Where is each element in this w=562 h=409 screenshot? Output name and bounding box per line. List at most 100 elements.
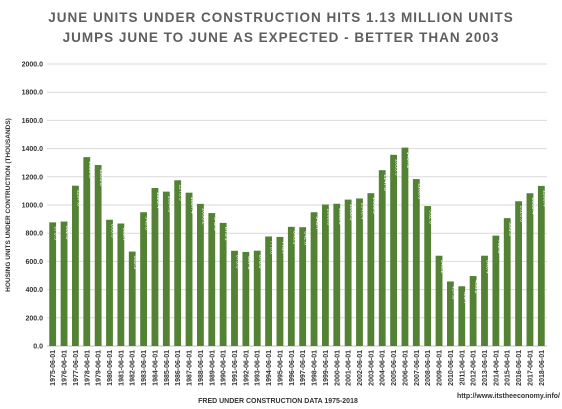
x-tick-label: 1981-06-01 xyxy=(118,350,125,386)
bar xyxy=(117,223,125,346)
x-tick-label: 2013-06-01 xyxy=(482,350,489,386)
source-url: http://www.itstheeconomy.info/ xyxy=(457,393,560,400)
bar xyxy=(106,219,113,346)
bar xyxy=(390,154,397,346)
bar xyxy=(503,218,511,346)
bar xyxy=(447,281,454,346)
bar xyxy=(401,147,409,346)
x-tick-label: 2014-06-01 xyxy=(493,350,500,386)
x-tick-label: 2012-06-01 xyxy=(471,350,478,386)
x-tick-label: 1987-06-01 xyxy=(187,350,194,386)
data-label: 1137.0 xyxy=(75,190,81,206)
bar xyxy=(242,251,250,346)
data-label: 1026.6 xyxy=(519,205,525,222)
x-tick-label: 1994-06-01 xyxy=(266,350,273,386)
bar xyxy=(424,206,432,346)
data-label: 942.9 xyxy=(212,217,218,231)
bar xyxy=(458,286,466,346)
x-tick-label: 2018-06-01 xyxy=(539,350,546,386)
data-label: 948.8 xyxy=(144,216,150,230)
bar xyxy=(231,250,238,346)
data-label: 1038.3 xyxy=(348,204,354,221)
bar xyxy=(197,203,204,346)
data-label: 640.4 xyxy=(485,260,491,274)
x-tick-label: 1991-06-01 xyxy=(232,350,239,386)
bar xyxy=(287,226,295,346)
x-tick-label: 1977-06-01 xyxy=(73,350,80,386)
y-tick-label: 1000.0 xyxy=(22,203,44,210)
y-tick-label: 800.0 xyxy=(25,231,43,238)
y-tick-label: 0.0 xyxy=(33,344,43,351)
bar xyxy=(356,198,363,346)
data-label: 1283.6 xyxy=(98,169,104,186)
data-label: 1339.5 xyxy=(87,161,93,178)
bar xyxy=(367,193,375,346)
bar xyxy=(526,193,534,346)
data-label: 1083.9 xyxy=(371,197,377,214)
data-label: 882.6 xyxy=(64,226,70,240)
x-tick-label: 1992-06-01 xyxy=(243,350,250,386)
data-label: 1083.4 xyxy=(530,197,536,214)
data-label: 1407.2 xyxy=(405,152,411,169)
data-label: 1183.9 xyxy=(416,183,422,199)
x-tick-label: 2004-06-01 xyxy=(380,350,387,386)
bar xyxy=(219,222,227,346)
bar xyxy=(185,192,193,346)
x-tick-label: 2008-06-01 xyxy=(425,350,432,386)
x-tick-label: 2005-06-01 xyxy=(391,350,398,386)
bar xyxy=(49,222,57,346)
bar xyxy=(378,170,386,346)
bar xyxy=(253,250,261,346)
bar xyxy=(344,199,352,346)
data-label: 1135.4 xyxy=(541,190,547,206)
x-tick-label: 1990-06-01 xyxy=(221,350,228,386)
x-tick-label: 2006-06-01 xyxy=(402,350,409,386)
bar xyxy=(469,276,477,346)
data-label: 992.6 xyxy=(428,210,434,224)
data-label: 1008.8 xyxy=(337,208,343,225)
x-tick-label: 2011-06-01 xyxy=(459,350,466,386)
data-label: 906.9 xyxy=(507,222,513,236)
bars: 876.9 882.6 1137.0 1339.5 1283.6 895.3 868.7 66… xyxy=(49,147,547,346)
y-axis-ticks: 0.0 200.0 400.0 600.0 800.0 1000.0 1200.0 1400.… xyxy=(22,62,44,351)
x-tick-label: 2010-06-01 xyxy=(448,350,455,386)
data-label: 1120.4 xyxy=(155,192,161,208)
x-tick-label: 1996-06-01 xyxy=(289,350,296,386)
x-tick-label: 2017-06-01 xyxy=(527,350,534,386)
x-tick-label: 1975-06-01 xyxy=(50,350,57,386)
bar xyxy=(94,165,102,346)
y-axis-label: HOUSING UNITS UNDER CONTRUCTION (THOUSAN… xyxy=(5,118,12,292)
data-label: 1355.9 xyxy=(394,159,400,176)
y-tick-label: 1400.0 xyxy=(22,146,44,153)
x-tick-label: 1985-06-01 xyxy=(164,350,171,386)
data-label: 895.3 xyxy=(110,224,116,238)
bar xyxy=(333,203,341,346)
x-tick-label: 2001-06-01 xyxy=(346,350,353,386)
data-label: 1008.2 xyxy=(200,208,206,225)
data-label: 773.7 xyxy=(280,241,286,255)
data-label: 669.9 xyxy=(132,256,138,270)
data-label: 842.6 xyxy=(303,231,309,245)
y-tick-label: 1600.0 xyxy=(22,118,44,125)
x-tick-label: 2002-06-01 xyxy=(357,350,364,386)
data-label: 496.2 xyxy=(473,280,479,294)
data-label: 868.7 xyxy=(121,228,127,242)
x-tick-label: 2016-06-01 xyxy=(516,350,523,386)
y-tick-label: 400.0 xyxy=(25,287,43,294)
x-axis-ticks: 1975-06-01 1976-06-01 1977-06-01 1978-06-01… xyxy=(50,350,546,386)
y-tick-label: 2000.0 xyxy=(22,62,44,69)
y-tick-label: 1800.0 xyxy=(22,90,44,97)
bar xyxy=(162,191,170,346)
x-tick-label: 1984-06-01 xyxy=(152,350,159,386)
data-label: 1094.8 xyxy=(166,196,172,213)
chart-title: JUNE UNITS UNDER CONSTRUCTION HITS 1.13 … xyxy=(48,10,514,25)
x-tick-label: 1998-06-01 xyxy=(312,350,319,386)
data-label: 1175.5 xyxy=(178,184,184,200)
x-tick-label: 1979-06-01 xyxy=(96,350,103,386)
x-tick-label: 1995-06-01 xyxy=(277,350,284,386)
bar xyxy=(481,255,488,346)
data-label: 1046.4 xyxy=(360,202,366,219)
data-label: 782.8 xyxy=(496,240,502,254)
